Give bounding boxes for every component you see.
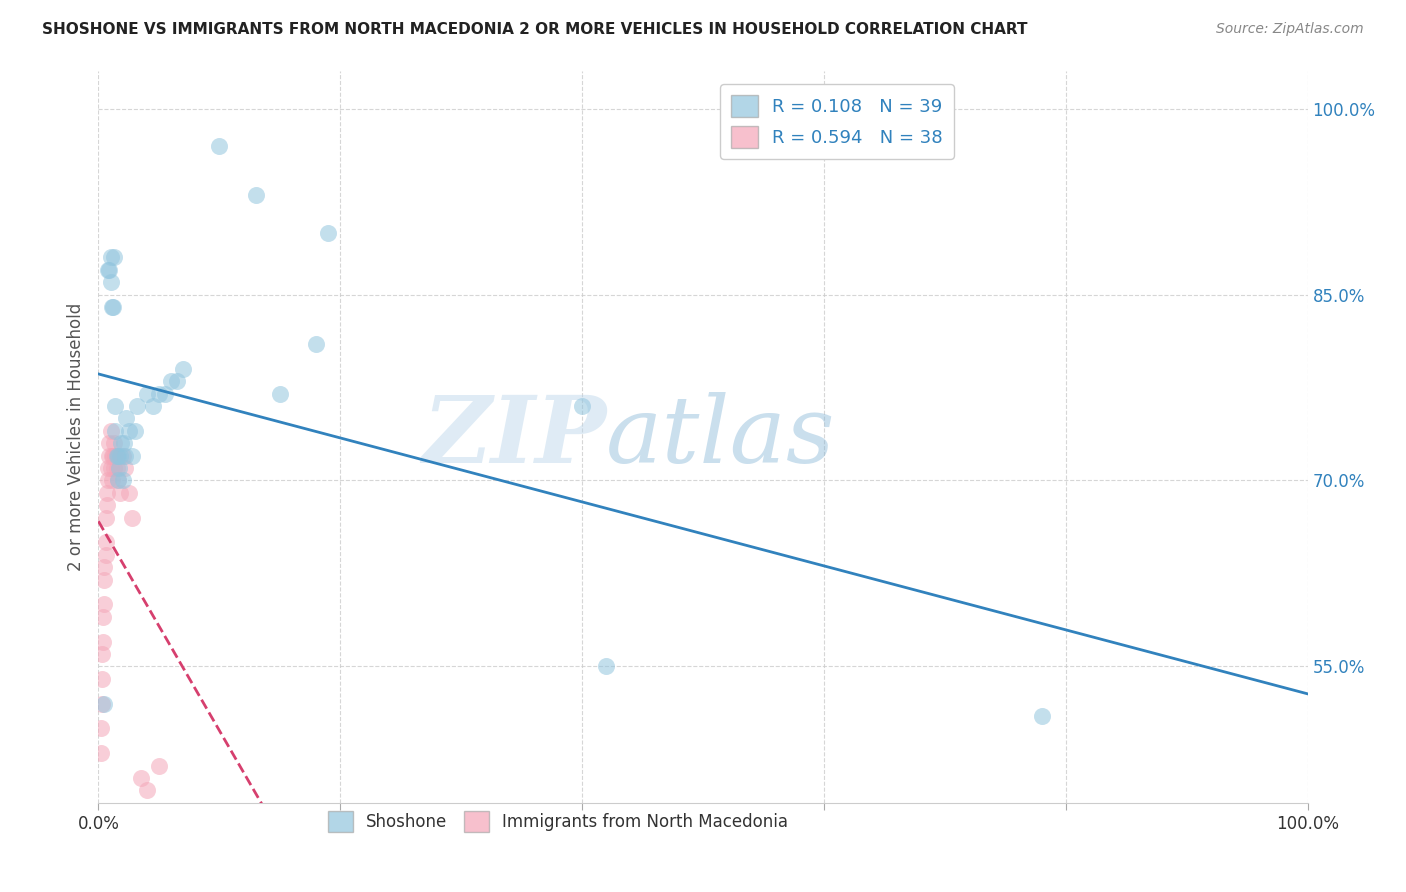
Point: [96, 486, 118, 500]
Point: [94, 535, 117, 549]
Text: ZIP: ZIP: [422, 392, 606, 482]
Text: atlas: atlas: [606, 392, 835, 482]
Text: SHOSHONE VS IMMIGRANTS FROM NORTH MACEDONIA 2 OR MORE VEHICLES IN HOUSEHOLD CORR: SHOSHONE VS IMMIGRANTS FROM NORTH MACEDO…: [42, 22, 1028, 37]
Point: [114, 449, 136, 463]
Point: [94, 510, 117, 524]
Point: [94, 548, 117, 562]
Point: [100, 275, 122, 289]
Point: [100, 461, 122, 475]
Point: [97, 461, 120, 475]
Point: [107, 449, 129, 463]
Point: [160, 374, 183, 388]
Point: [103, 250, 125, 264]
Point: [305, 337, 328, 351]
Point: [124, 424, 146, 438]
Point: [90, 746, 112, 760]
Point: [101, 449, 124, 463]
Point: [571, 399, 593, 413]
Point: [97, 262, 120, 277]
Point: [100, 424, 122, 438]
Point: [172, 362, 194, 376]
Point: [107, 474, 129, 488]
Point: [97, 474, 120, 488]
Point: [93, 560, 115, 574]
Point: [108, 449, 131, 463]
Point: [93, 573, 115, 587]
Point: [103, 461, 125, 475]
Point: [93, 697, 115, 711]
Point: [104, 424, 127, 438]
Point: [105, 449, 128, 463]
Point: [108, 486, 131, 500]
Point: [595, 659, 617, 673]
Point: [316, 226, 339, 240]
Point: [91, 697, 114, 711]
Point: [114, 461, 136, 475]
Point: [103, 436, 125, 450]
Point: [148, 758, 170, 772]
Point: [115, 411, 138, 425]
Point: [90, 722, 112, 736]
Point: [107, 474, 129, 488]
Point: [108, 461, 131, 475]
Point: [110, 436, 132, 450]
Point: [121, 449, 143, 463]
Point: [118, 486, 141, 500]
Point: [245, 188, 267, 202]
Point: [129, 771, 152, 785]
Point: [166, 374, 188, 388]
Point: [98, 436, 121, 450]
Point: [100, 300, 122, 314]
Point: [127, 399, 149, 413]
Point: [93, 598, 115, 612]
Point: [111, 449, 134, 463]
Point: [91, 647, 114, 661]
Point: [135, 783, 157, 797]
Point: [112, 436, 135, 450]
Point: [98, 449, 121, 463]
Point: [148, 386, 170, 401]
Point: [101, 300, 124, 314]
Point: [91, 672, 114, 686]
Point: [269, 386, 291, 401]
Point: [96, 498, 118, 512]
Point: [100, 474, 122, 488]
Point: [1031, 709, 1053, 723]
Point: [208, 138, 231, 153]
Point: [91, 610, 114, 624]
Point: [91, 634, 114, 648]
Point: [118, 424, 141, 438]
Point: [104, 399, 127, 413]
Point: [121, 510, 143, 524]
Point: [142, 399, 165, 413]
Point: [135, 386, 157, 401]
Point: [100, 250, 122, 264]
Legend: Shoshone, Immigrants from North Macedonia: Shoshone, Immigrants from North Macedoni…: [321, 805, 794, 838]
Point: [105, 449, 128, 463]
Y-axis label: 2 or more Vehicles in Household: 2 or more Vehicles in Household: [66, 303, 84, 571]
Point: [98, 262, 121, 277]
Point: [111, 474, 134, 488]
Point: [100, 449, 122, 463]
Point: [153, 386, 176, 401]
Text: Source: ZipAtlas.com: Source: ZipAtlas.com: [1216, 22, 1364, 37]
Point: [105, 461, 128, 475]
Point: [104, 449, 127, 463]
